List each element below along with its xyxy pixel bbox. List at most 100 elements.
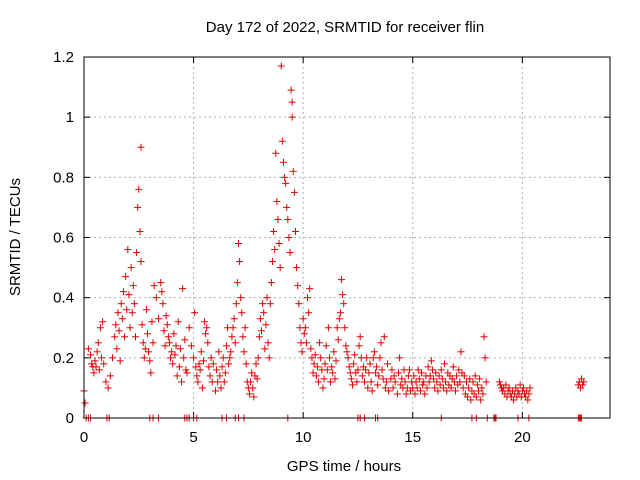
x-tick-label: 20 (514, 429, 531, 446)
data-point (478, 384, 486, 392)
data-point (98, 354, 106, 362)
data-point (148, 318, 156, 326)
data-point (300, 330, 308, 338)
data-point (328, 363, 336, 371)
data-point (335, 315, 343, 323)
data-point (321, 360, 329, 368)
data-point (118, 315, 126, 323)
data-point (209, 360, 217, 368)
data-point (418, 369, 426, 377)
data-point (411, 390, 419, 398)
data-point (340, 300, 348, 308)
data-point (466, 375, 474, 383)
data-point (434, 387, 442, 395)
data-point (381, 384, 389, 392)
data-point (365, 369, 373, 377)
data-points (80, 62, 588, 422)
data-point (150, 282, 158, 290)
data-point (345, 363, 353, 371)
data-point (139, 339, 147, 347)
data-point (373, 363, 381, 371)
data-point (247, 378, 255, 386)
data-point (116, 357, 124, 365)
data-point (138, 321, 146, 329)
data-point (477, 396, 485, 404)
data-point (258, 327, 266, 335)
data-point (367, 378, 375, 386)
data-point (164, 333, 172, 341)
data-point (336, 309, 344, 317)
data-point (285, 234, 293, 241)
data-point (331, 375, 339, 383)
y-tick-label: 0.2 (53, 350, 74, 367)
data-point (356, 333, 364, 341)
y-tick-label: 0.4 (53, 290, 74, 307)
data-point (218, 363, 226, 371)
data-point (220, 378, 228, 386)
data-point (112, 321, 120, 329)
data-point (226, 354, 234, 362)
data-point (216, 372, 224, 380)
data-point (281, 173, 289, 181)
data-point (134, 203, 142, 211)
data-point (322, 342, 330, 350)
data-point (263, 294, 271, 302)
data-point (414, 366, 422, 374)
data-point (329, 369, 337, 377)
data-point (176, 345, 184, 353)
data-point (455, 366, 463, 374)
data-point (385, 387, 393, 395)
data-point (117, 300, 125, 308)
data-point (152, 294, 160, 302)
data-point (382, 378, 390, 386)
data-point (332, 357, 340, 365)
y-axis-label: SRMTID / TECUs (7, 178, 24, 296)
data-point (317, 354, 325, 362)
data-point (447, 384, 455, 392)
data-point (111, 333, 119, 341)
data-point (114, 309, 122, 317)
data-point (81, 399, 89, 407)
data-point (284, 215, 292, 223)
data-point (428, 366, 436, 374)
data-point (270, 227, 278, 235)
data-point (227, 348, 235, 356)
data-point (524, 396, 532, 404)
data-point (253, 375, 261, 383)
data-point (306, 285, 314, 293)
data-point (278, 137, 286, 145)
data-point (99, 318, 107, 326)
data-point (160, 327, 168, 335)
data-point (516, 381, 524, 389)
data-point (194, 378, 202, 386)
y-tick-label: 1.2 (53, 49, 74, 66)
data-point (307, 345, 315, 353)
data-point (309, 369, 317, 377)
data-point (334, 336, 342, 344)
data-point (205, 363, 213, 371)
data-point (295, 300, 303, 308)
data-point (389, 384, 397, 392)
y-tick-label: 0.8 (53, 169, 74, 186)
data-point (294, 282, 302, 290)
data-point (391, 378, 399, 386)
data-point (363, 354, 371, 362)
data-point (104, 384, 112, 392)
x-tick-label: 10 (295, 429, 312, 446)
data-point (106, 372, 114, 380)
data-point (327, 378, 335, 386)
data-point (362, 366, 370, 374)
data-point (304, 294, 312, 302)
data-point (242, 360, 250, 368)
data-point (140, 354, 148, 362)
data-point (94, 339, 102, 347)
data-point (412, 378, 420, 386)
data-point (250, 393, 258, 401)
data-point (316, 339, 324, 347)
data-point (171, 351, 179, 359)
data-point (413, 384, 421, 392)
grid (84, 57, 610, 418)
data-point (91, 357, 99, 365)
data-point (339, 291, 347, 299)
data-point (579, 381, 587, 389)
